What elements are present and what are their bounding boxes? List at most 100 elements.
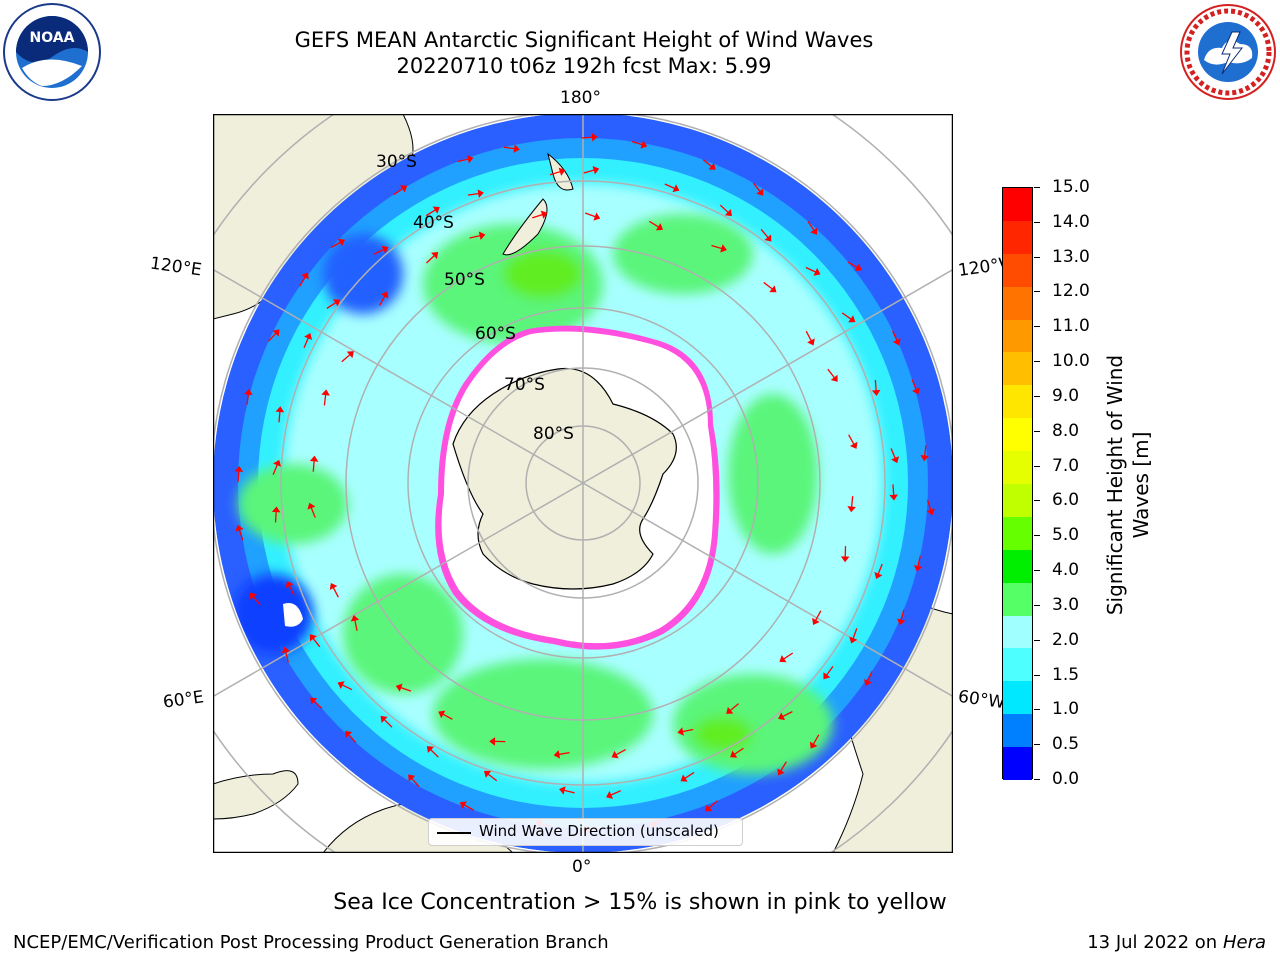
wave-direction-arrow	[558, 752, 570, 756]
lat-label-40s: 40°S	[413, 213, 454, 233]
sea-ice-note: Sea Ice Concentration > 15% is shown in …	[333, 890, 947, 915]
wave-direction-arrow	[877, 563, 883, 575]
wave-direction-arrow	[752, 182, 761, 193]
wave-direction-arrowhead	[913, 565, 923, 572]
wave-direction-arrowhead	[840, 556, 850, 563]
noaa-logo-text: NOAA	[30, 30, 75, 46]
wave-direction-arrow	[615, 749, 626, 756]
colorbar-segment	[1003, 714, 1032, 748]
wave-direction-arrowhead	[912, 387, 921, 395]
wave-direction-arrowhead	[640, 140, 648, 149]
wave-direction-arrow	[847, 261, 858, 269]
wave-direction-arrow	[278, 411, 281, 423]
polar-map	[213, 114, 953, 853]
lat-label-70s: 70°S	[504, 375, 545, 395]
map-legend: Wind Wave Direction (unscaled)	[428, 818, 743, 846]
colorbar-tick-label: 14.0	[1052, 211, 1090, 232]
wave-direction-arrowhead	[849, 636, 858, 644]
wave-direction-arrow	[503, 146, 515, 150]
wave-direction-arrow	[708, 800, 718, 809]
wave-direction-arrow	[310, 507, 316, 518]
colorbar-tick-label: 12.0	[1052, 281, 1090, 302]
colorbar-tick-label: 4.0	[1052, 560, 1080, 581]
wave-direction-arrowhead	[466, 154, 474, 164]
wave-direction-arrowhead	[708, 162, 716, 170]
wave-direction-arrowhead	[807, 338, 815, 346]
wave-direction-arrowhead	[591, 132, 598, 142]
wave-direction-arrowhead	[812, 617, 820, 625]
colorbar-label: Significant Height of Wind Waves [m]	[1102, 355, 1154, 615]
wave-direction-arrowhead	[849, 441, 858, 449]
wave-direction-arrow	[341, 354, 351, 363]
wave-direction-arrowhead	[307, 502, 316, 510]
wave-direction-arrow	[917, 555, 921, 567]
wave-direction-arrow	[442, 713, 453, 720]
wave-direction-arrow	[763, 281, 773, 290]
wave-direction-arrowhead	[871, 389, 881, 396]
wave-direction-arrowhead	[321, 389, 330, 396]
wave-direction-arrowhead	[271, 506, 281, 513]
colorbar-segment	[1003, 385, 1032, 419]
wave-direction-arrow	[815, 610, 822, 621]
colorbar-tick-label: 3.0	[1052, 594, 1080, 615]
legend-label: Wind Wave Direction (unscaled)	[479, 822, 719, 840]
wave-direction-arrowhead	[273, 459, 282, 467]
wave-direction-arrowhead	[304, 333, 313, 340]
wave-direction-arrow	[631, 140, 643, 146]
wave-direction-arrowhead	[395, 683, 403, 692]
wave-direction-arrow	[426, 255, 435, 264]
wave-direction-arrow	[400, 686, 412, 692]
wave-direction-arrow	[299, 276, 306, 287]
wave-direction-arrowhead	[764, 234, 772, 242]
wave-direction-arrowhead	[726, 706, 734, 714]
colorbar-tick-mark	[1034, 326, 1040, 328]
wave-direction-arrow	[354, 619, 358, 631]
colorbar-segment	[1003, 319, 1032, 353]
wave-direction-arrow	[393, 187, 404, 196]
wave-direction-arrowhead	[285, 581, 294, 589]
colorbar-tick-mark	[1034, 500, 1040, 502]
wave-direction-arrowhead	[810, 227, 818, 235]
wave-direction-arrowhead	[606, 790, 614, 799]
wave-direction-arrowhead	[863, 679, 872, 687]
colorbar-tick-mark	[1034, 430, 1040, 432]
wave-direction-arrowhead	[477, 189, 484, 198]
wave-direction-arrowhead	[309, 634, 317, 642]
colorbar-segment	[1003, 352, 1032, 386]
wave-direction-arrowhead	[920, 454, 929, 462]
wave-direction-arrowhead	[854, 263, 862, 272]
wave-direction-arrow	[900, 609, 905, 621]
colorbar-tick-mark	[1034, 535, 1040, 537]
wave-direction-arrow	[841, 312, 852, 320]
colorbar-tick-mark	[1034, 221, 1040, 223]
wave-direction-arrow	[341, 684, 353, 691]
wave-direction-arrow	[312, 637, 321, 648]
wave-direction-arrowhead	[677, 727, 684, 736]
wave-direction-arrowhead	[459, 801, 467, 809]
wave-direction-arrowhead	[897, 618, 906, 626]
wave-direction-arrowhead	[553, 750, 561, 759]
wave-direction-arrow	[702, 159, 713, 168]
wave-direction-arrowhead	[592, 166, 600, 175]
wave-direction-arrowhead	[558, 786, 566, 795]
wave-direction-arrowhead	[756, 188, 764, 196]
colorbar-tick-mark	[1034, 709, 1040, 711]
wave-direction-arrow	[246, 393, 250, 405]
wave-direction-arrowhead	[926, 508, 935, 516]
wave-direction-arrowhead	[889, 494, 898, 501]
colorbar-segment	[1003, 549, 1032, 584]
colorbar-tick-label: 5.0	[1052, 525, 1080, 546]
wave-direction-arrow	[303, 337, 309, 349]
wave-direction-arrowhead	[249, 592, 257, 600]
land-lower-left	[213, 770, 299, 820]
colorbar-tick-label: 10.0	[1052, 351, 1090, 372]
wave-direction-arrow	[892, 484, 895, 496]
wave-direction-arrowhead	[848, 315, 856, 323]
colorbar-tick-label: 13.0	[1052, 246, 1090, 267]
wave-direction-arrow	[313, 700, 323, 709]
wave-direction-arrow	[805, 266, 817, 273]
wave-direction-arrow	[581, 136, 593, 139]
wave-direction-arrowhead	[400, 185, 408, 193]
wave-direction-arrow	[323, 394, 327, 406]
wave-direction-arrowhead	[611, 750, 619, 759]
